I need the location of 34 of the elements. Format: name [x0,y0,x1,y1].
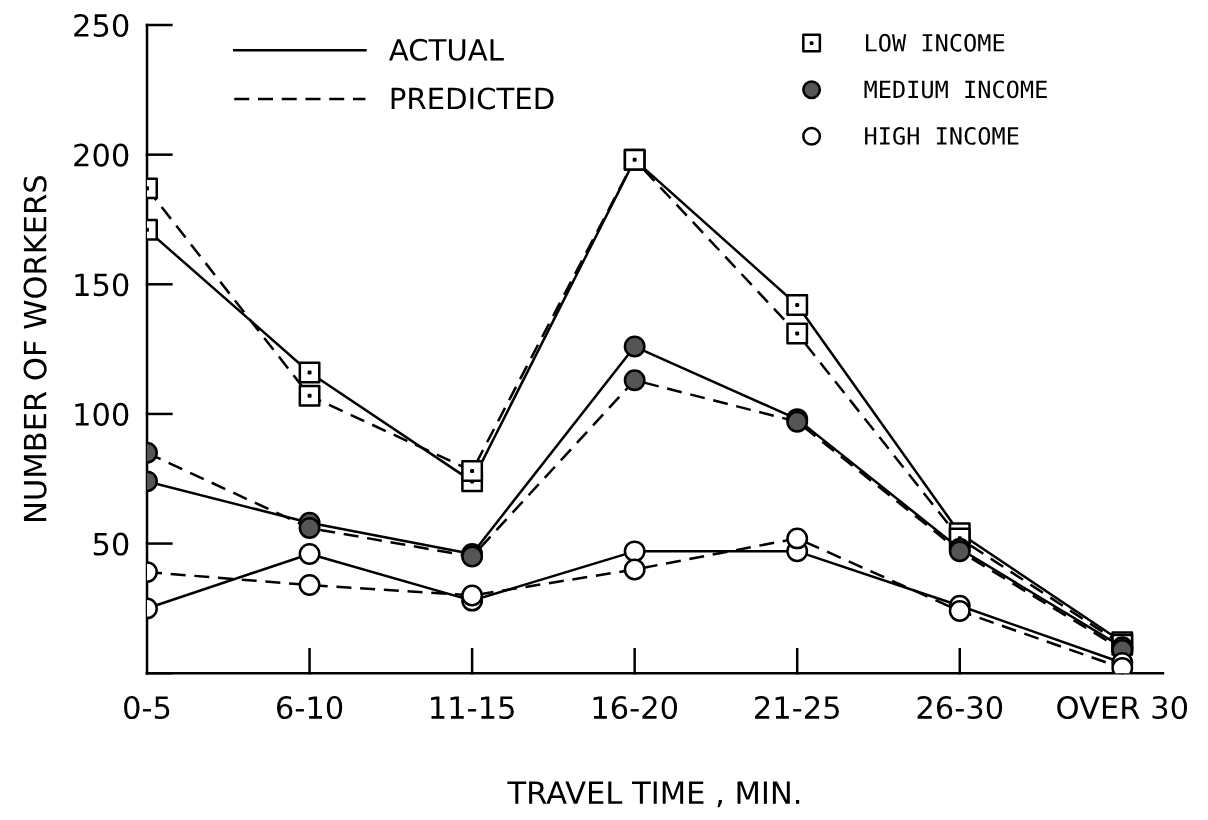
legend-label: HIGH INCOME [865,127,1019,145]
x-tick-label: 6-10 [277,695,343,720]
point [298,361,321,384]
x-tick-label: 16-20 [593,695,678,720]
annotation: PREDICTED [391,87,554,110]
point [623,335,646,358]
point [298,517,321,539]
y-tick-label: 150 [75,273,129,297]
y-tick-label: 250 [74,13,129,38]
x-tick-label: 21-25 [755,695,839,720]
point [948,600,971,622]
point [298,542,321,565]
point [461,460,484,482]
legend-label: MEDIUM INCOME [864,80,1047,99]
point [786,322,809,345]
x-axis-title: TRAVEL TIME , MIN. [507,781,800,808]
point [623,540,646,563]
y-tick-label: 50 [93,532,129,556]
x-tick-label: 26-30 [917,695,1003,720]
point [461,584,484,607]
x-tick-label: OVER 30 [1057,695,1188,720]
point [298,384,321,407]
point [786,294,809,317]
point [786,527,809,550]
point [623,369,646,392]
y-tick-label: 100 [75,402,129,426]
point [623,558,646,581]
annotation: ACTUAL [389,38,504,61]
y-axis-title: NUMBER OF WORKERS [23,176,47,521]
point [298,574,321,597]
x-tick-label: 0-5 [124,695,170,720]
x-tick-label: 11-15 [431,696,514,720]
legend-label: LOW INCOME [866,33,1005,52]
y-tick-label: 200 [74,143,129,167]
